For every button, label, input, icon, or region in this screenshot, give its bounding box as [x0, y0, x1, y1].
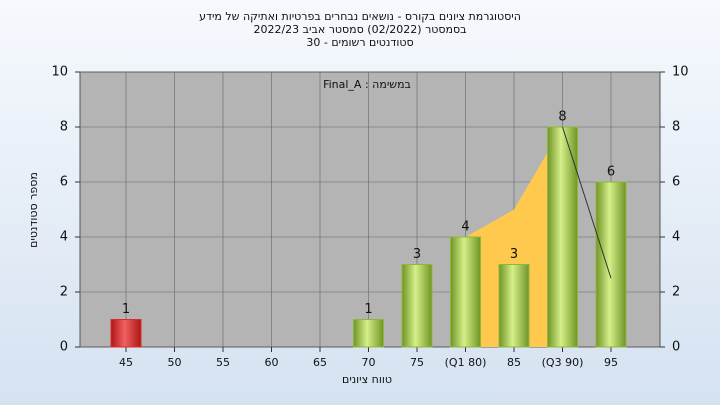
- bar: [450, 236, 481, 348]
- y2-tick-label: 0: [672, 340, 680, 355]
- data-label: 6: [607, 165, 615, 180]
- bar: [353, 319, 384, 348]
- x-tick-label: (Q3 90): [542, 356, 584, 369]
- annotation: Final_A : במשימה: [323, 78, 411, 91]
- x-tick-label: 85: [507, 356, 521, 369]
- x-tick-label: 95: [604, 356, 618, 369]
- y2-tick-label: 10: [672, 65, 689, 80]
- data-label: 8: [558, 110, 566, 125]
- y-tick-label: 2: [60, 285, 68, 300]
- x-tick-label: (Q1 80): [445, 356, 487, 369]
- chart-subtitle: בסמסטר (02/2022) סמסטר אביב 2022/23: [253, 23, 466, 36]
- x-tick-label: 50: [168, 356, 182, 369]
- x-tick-label: 65: [313, 356, 327, 369]
- x-tick-label: 75: [410, 356, 424, 369]
- data-label: 3: [510, 247, 518, 262]
- line: [562, 126, 612, 279]
- x-tick-label: 60: [265, 356, 279, 369]
- x-tick-label: 70: [362, 356, 376, 369]
- bar: [498, 264, 530, 348]
- y2-tick-label: 6: [672, 175, 680, 190]
- y-axis-label: מספר סטודנטים: [27, 172, 40, 248]
- y-tick-label: 10: [51, 65, 68, 80]
- data-label: 1: [364, 302, 372, 317]
- y2-tick-label: 8: [672, 120, 680, 135]
- x-tick-label: 55: [216, 356, 230, 369]
- bar: [547, 126, 578, 348]
- bar: [110, 319, 142, 348]
- data-label: 1: [122, 302, 130, 317]
- y-tick-label: 6: [60, 175, 68, 190]
- chart-title: היסטוגרמת ציונים בקורס - נושאים נבחרים ב…: [199, 10, 521, 23]
- y2-tick-label: 4: [672, 230, 680, 245]
- area: [465, 127, 563, 347]
- chart-subtitle: סטודנטים רשומים - 30: [306, 36, 413, 49]
- bar: [595, 181, 627, 348]
- y-tick-label: 4: [60, 230, 68, 245]
- data-label: 3: [413, 247, 421, 262]
- y2-tick-label: 2: [672, 285, 680, 300]
- x-axis-label: טווח ציונים: [342, 373, 392, 386]
- x-tick-label: 45: [119, 356, 133, 369]
- data-label: 4: [461, 220, 469, 235]
- y-tick-label: 0: [60, 340, 68, 355]
- bar: [401, 264, 433, 348]
- y-tick-label: 8: [60, 120, 68, 135]
